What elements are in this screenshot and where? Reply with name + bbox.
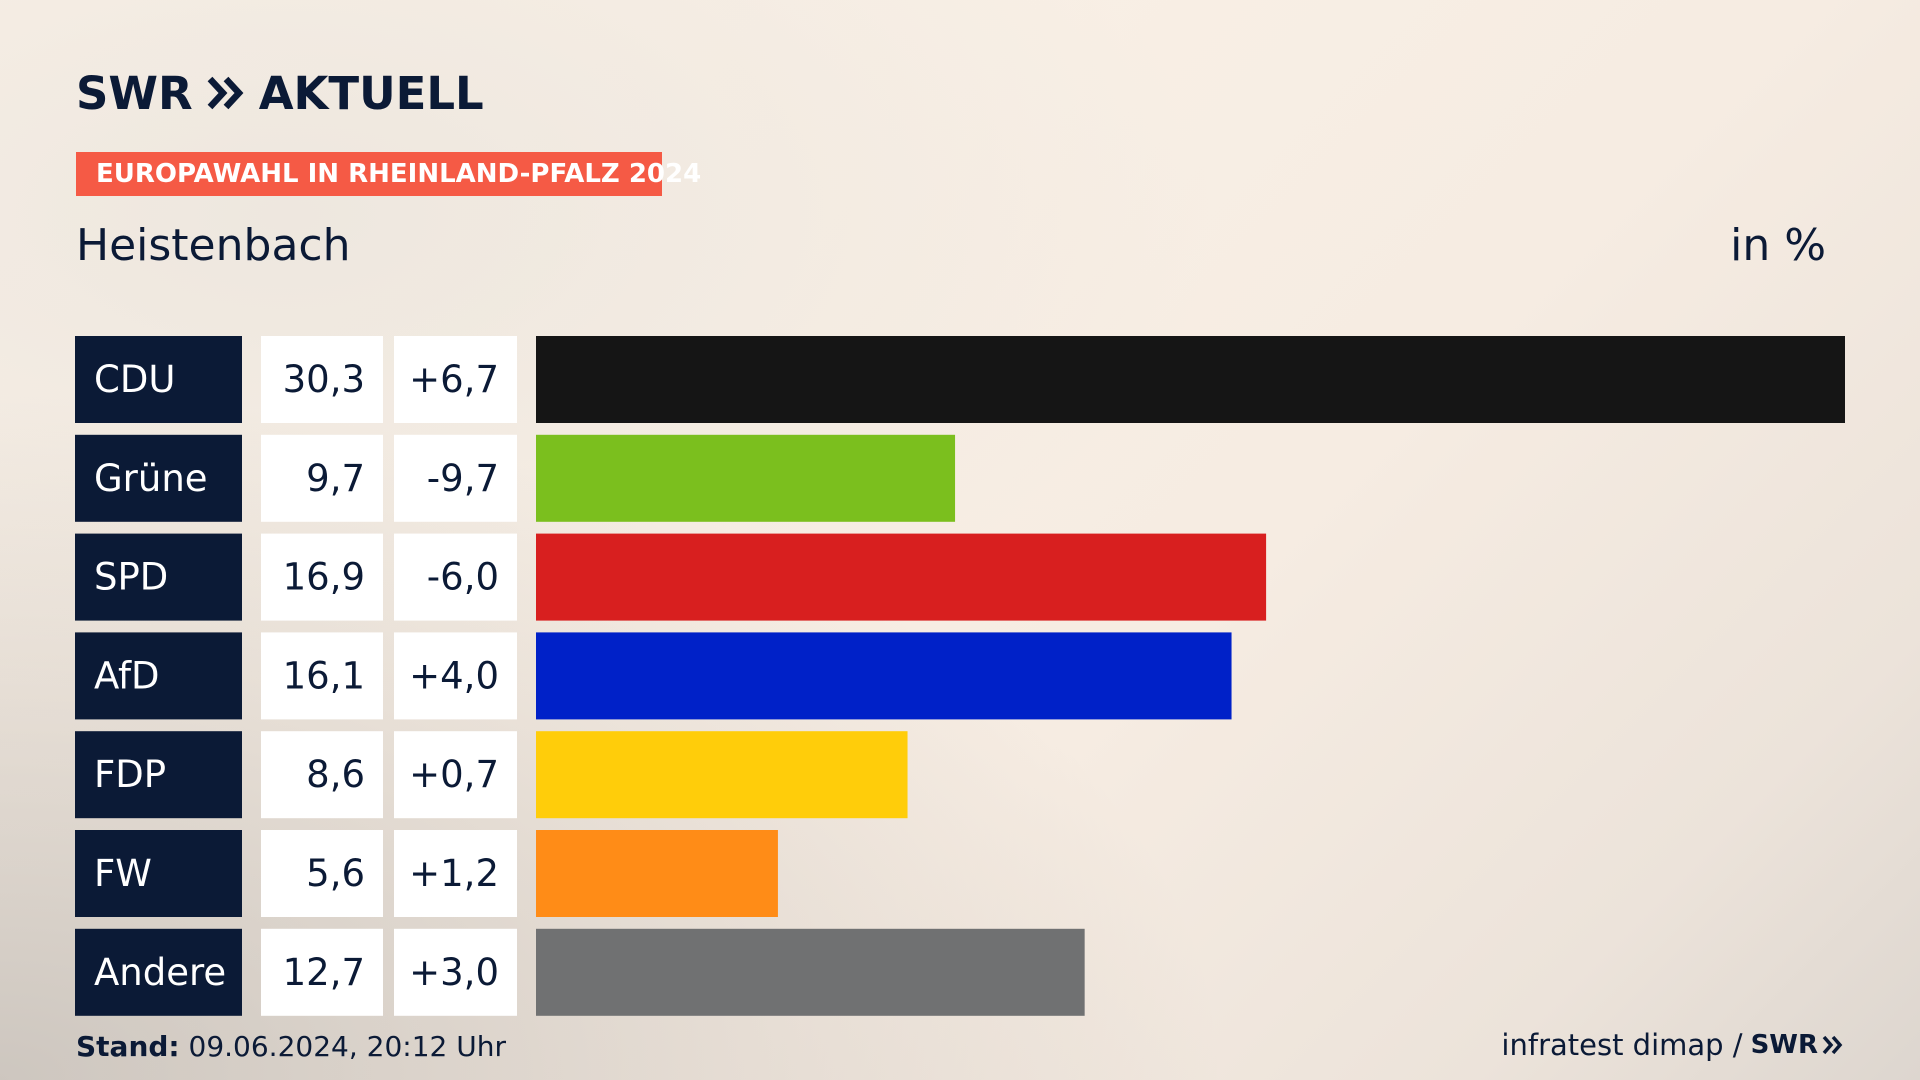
bar-andere (536, 928, 1085, 1016)
party-label-box-spd (75, 533, 242, 621)
party-label-box-andere (75, 928, 242, 1016)
value-label-cdu: 30,3 (283, 358, 365, 401)
change-label-fw: +1,2 (409, 852, 499, 895)
value-label-fw: 5,6 (306, 852, 365, 895)
source-logo-text: SWR (1750, 1030, 1818, 1060)
change-label-spd: -6,0 (427, 556, 499, 599)
party-label-gr-ne: Grüne (94, 457, 208, 500)
stand-value: 09.06.2024, 20:12 Uhr (179, 1030, 506, 1063)
source-logo: SWR (1751, 1030, 1844, 1060)
change-label-cdu: +6,7 (409, 358, 499, 401)
party-label-box-fw (75, 830, 242, 917)
bar-spd (536, 533, 1267, 621)
change-label-andere: +3,0 (409, 951, 499, 994)
chevrons-small-icon (1822, 1035, 1843, 1055)
change-box-gr-ne (394, 434, 517, 522)
value-box-spd (261, 533, 383, 621)
value-label-gr-ne: 9,7 (306, 457, 365, 500)
value-box-cdu (261, 336, 383, 423)
value-label-fdp: 8,6 (306, 753, 365, 796)
logo-suffix: AKTUELL (258, 66, 484, 120)
party-label-andere: Andere (94, 951, 226, 994)
stand-label: Stand: (76, 1030, 180, 1063)
party-label-cdu: CDU (94, 358, 175, 401)
party-label-box-fdp (75, 731, 242, 819)
change-box-afd (394, 632, 517, 720)
change-box-spd (394, 533, 517, 621)
logo-text: SWR (76, 66, 193, 120)
change-label-fdp: +0,7 (409, 753, 499, 796)
party-label-fdp: FDP (94, 753, 166, 796)
change-box-fdp (394, 731, 517, 819)
party-label-box-cdu (75, 336, 242, 423)
value-label-andere: 12,7 (283, 951, 365, 994)
place-name: Heistenbach (76, 220, 351, 271)
value-label-spd: 16,9 (283, 556, 365, 599)
party-label-box-gr-ne (75, 434, 242, 522)
value-box-afd (261, 632, 383, 720)
bar-fw (536, 830, 778, 917)
bar-cdu (536, 336, 1845, 423)
value-box-andere (261, 928, 383, 1016)
timestamp: Stand: 09.06.2024, 20:12 Uhr (76, 1030, 506, 1063)
change-box-cdu (394, 336, 517, 423)
change-label-afd: +4,0 (409, 654, 499, 697)
bar-gr-ne (536, 434, 956, 522)
party-label-spd: SPD (94, 556, 168, 599)
value-box-fw (261, 830, 383, 917)
value-label-afd: 16,1 (283, 654, 365, 697)
bar-afd (536, 632, 1232, 720)
party-label-afd: AfD (94, 654, 160, 697)
bar-fdp (536, 731, 908, 819)
swr-aktuell-logo: SWR AKTUELL (76, 67, 484, 120)
election-tag: EUROPAWAHL IN RHEINLAND-PFALZ 2024 (76, 152, 701, 196)
chevrons-icon (207, 76, 244, 110)
unit-label: in % (1730, 220, 1826, 271)
party-label-fw: FW (94, 852, 152, 895)
value-box-fdp (261, 731, 383, 819)
change-label-gr-ne: -9,7 (427, 457, 499, 500)
source-credit: infratest dimap / SWR (1501, 1028, 1844, 1062)
change-box-fw (394, 830, 517, 917)
source-text: infratest dimap / (1501, 1028, 1743, 1062)
change-box-andere (394, 928, 517, 1016)
party-label-box-afd (75, 632, 242, 720)
value-box-gr-ne (261, 434, 383, 522)
